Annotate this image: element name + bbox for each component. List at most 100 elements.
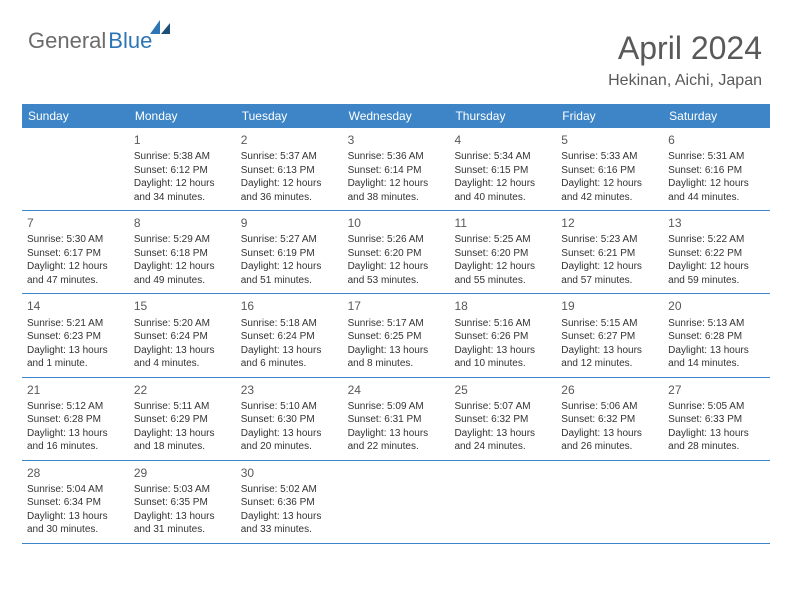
daylight-text: Daylight: 12 hours and 42 minutes. [561, 177, 658, 204]
sunset-text: Sunset: 6:27 PM [561, 330, 658, 344]
logo-wrap: GeneralBlue [28, 28, 128, 54]
daylight-text: Daylight: 12 hours and 47 minutes. [27, 260, 124, 287]
day-cell: 29Sunrise: 5:03 AMSunset: 6:35 PMDayligh… [129, 461, 236, 543]
day-number: 29 [134, 465, 231, 481]
day-number: 6 [668, 132, 765, 148]
sunrise-text: Sunrise: 5:05 AM [668, 400, 765, 414]
sunset-text: Sunset: 6:32 PM [454, 413, 551, 427]
day-cell: 9Sunrise: 5:27 AMSunset: 6:19 PMDaylight… [236, 211, 343, 293]
logo-part1: General [28, 28, 106, 54]
sunrise-text: Sunrise: 5:36 AM [348, 150, 445, 164]
daylight-text: Daylight: 12 hours and 36 minutes. [241, 177, 338, 204]
day-number: 11 [454, 215, 551, 231]
day-number: 7 [27, 215, 124, 231]
sunrise-text: Sunrise: 5:30 AM [27, 233, 124, 247]
sunset-text: Sunset: 6:34 PM [27, 496, 124, 510]
day-number: 1 [134, 132, 231, 148]
day-cell [343, 461, 450, 543]
day-number: 27 [668, 382, 765, 398]
sunset-text: Sunset: 6:24 PM [241, 330, 338, 344]
day-cell: 20Sunrise: 5:13 AMSunset: 6:28 PMDayligh… [663, 294, 770, 376]
day-number: 21 [27, 382, 124, 398]
day-cell: 1Sunrise: 5:38 AMSunset: 6:12 PMDaylight… [129, 128, 236, 210]
day-number: 23 [241, 382, 338, 398]
sunrise-text: Sunrise: 5:09 AM [348, 400, 445, 414]
week-row: 7Sunrise: 5:30 AMSunset: 6:17 PMDaylight… [22, 211, 770, 294]
sunrise-text: Sunrise: 5:02 AM [241, 483, 338, 497]
day-number: 30 [241, 465, 338, 481]
day-header: Wednesday [343, 104, 450, 128]
calendar-header-row: SundayMondayTuesdayWednesdayThursdayFrid… [22, 104, 770, 128]
day-number: 8 [134, 215, 231, 231]
location-subtitle: Hekinan, Aichi, Japan [608, 72, 762, 90]
sunrise-text: Sunrise: 5:10 AM [241, 400, 338, 414]
logo-part2: Blue [108, 28, 152, 54]
sunset-text: Sunset: 6:14 PM [348, 164, 445, 178]
daylight-text: Daylight: 13 hours and 6 minutes. [241, 344, 338, 371]
day-number: 12 [561, 215, 658, 231]
daylight-text: Daylight: 12 hours and 49 minutes. [134, 260, 231, 287]
day-number: 19 [561, 298, 658, 314]
day-cell [556, 461, 663, 543]
day-number: 15 [134, 298, 231, 314]
sunset-text: Sunset: 6:16 PM [668, 164, 765, 178]
daylight-text: Daylight: 13 hours and 4 minutes. [134, 344, 231, 371]
sunset-text: Sunset: 6:22 PM [668, 247, 765, 261]
sunset-text: Sunset: 6:12 PM [134, 164, 231, 178]
sunset-text: Sunset: 6:25 PM [348, 330, 445, 344]
sunset-text: Sunset: 6:19 PM [241, 247, 338, 261]
sunrise-text: Sunrise: 5:38 AM [134, 150, 231, 164]
day-cell: 30Sunrise: 5:02 AMSunset: 6:36 PMDayligh… [236, 461, 343, 543]
day-number: 16 [241, 298, 338, 314]
day-cell: 17Sunrise: 5:17 AMSunset: 6:25 PMDayligh… [343, 294, 450, 376]
day-cell: 7Sunrise: 5:30 AMSunset: 6:17 PMDaylight… [22, 211, 129, 293]
day-cell: 16Sunrise: 5:18 AMSunset: 6:24 PMDayligh… [236, 294, 343, 376]
week-row: 1 Sunrise: 5:38 AMSunset: 6:12 PM Daylight… [22, 128, 770, 211]
day-header: Tuesday [236, 104, 343, 128]
daylight-text: Daylight: 13 hours and 24 minutes. [454, 427, 551, 454]
sunrise-text: Sunrise: 5:16 AM [454, 317, 551, 331]
day-header: Sunday [22, 104, 129, 128]
daylight-text: Daylight: 13 hours and 18 minutes. [134, 427, 231, 454]
day-cell: 28Sunrise: 5:04 AMSunset: 6:34 PMDayligh… [22, 461, 129, 543]
sunrise-text: Sunrise: 5:07 AM [454, 400, 551, 414]
day-cell [449, 461, 556, 543]
sunset-text: Sunset: 6:36 PM [241, 496, 338, 510]
sunrise-text: Sunrise: 5:17 AM [348, 317, 445, 331]
day-cell: 24Sunrise: 5:09 AMSunset: 6:31 PMDayligh… [343, 378, 450, 460]
sunset-text: Sunset: 6:24 PM [134, 330, 231, 344]
sunset-text: Sunset: 6:30 PM [241, 413, 338, 427]
day-cell: 22Sunrise: 5:11 AMSunset: 6:29 PMDayligh… [129, 378, 236, 460]
day-cell: 13Sunrise: 5:22 AMSunset: 6:22 PMDayligh… [663, 211, 770, 293]
day-header: Monday [129, 104, 236, 128]
sunset-text: Sunset: 6:20 PM [348, 247, 445, 261]
sunrise-text: Sunrise: 5:33 AM [561, 150, 658, 164]
daylight-text: Daylight: 13 hours and 10 minutes. [454, 344, 551, 371]
day-cell: 21Sunrise: 5:12 AMSunset: 6:28 PMDayligh… [22, 378, 129, 460]
day-cell: 10Sunrise: 5:26 AMSunset: 6:20 PMDayligh… [343, 211, 450, 293]
daylight-text: Daylight: 12 hours and 38 minutes. [348, 177, 445, 204]
sunrise-text: Sunrise: 5:11 AM [134, 400, 231, 414]
sunset-text: Sunset: 6:23 PM [27, 330, 124, 344]
sunset-text: Sunset: 6:29 PM [134, 413, 231, 427]
day-number: 14 [27, 298, 124, 314]
sunrise-text: Sunrise: 5:31 AM [668, 150, 765, 164]
day-header: Thursday [449, 104, 556, 128]
sunrise-text: Sunrise: 5:06 AM [561, 400, 658, 414]
daylight-text: Daylight: 12 hours and 55 minutes. [454, 260, 551, 287]
day-cell: 27Sunrise: 5:05 AMSunset: 6:33 PMDayligh… [663, 378, 770, 460]
daylight-text: Daylight: 12 hours and 53 minutes. [348, 260, 445, 287]
sunrise-text: Sunrise: 5:22 AM [668, 233, 765, 247]
sunrise-text: Sunrise: 5:37 AM [241, 150, 338, 164]
sunrise-text: Sunrise: 5:03 AM [134, 483, 231, 497]
sunset-text: Sunset: 6:28 PM [668, 330, 765, 344]
daylight-text: Daylight: 13 hours and 8 minutes. [348, 344, 445, 371]
sunrise-text: Sunrise: 5:21 AM [27, 317, 124, 331]
day-cell: 2Sunrise: 5:37 AMSunset: 6:13 PMDaylight… [236, 128, 343, 210]
sunset-text: Sunset: 6:33 PM [668, 413, 765, 427]
day-cell: 15Sunrise: 5:20 AMSunset: 6:24 PMDayligh… [129, 294, 236, 376]
day-cell: 8Sunrise: 5:29 AMSunset: 6:18 PMDaylight… [129, 211, 236, 293]
day-header: Friday [556, 104, 663, 128]
sunset-text: Sunset: 6:16 PM [561, 164, 658, 178]
sunrise-text: Sunrise: 5:15 AM [561, 317, 658, 331]
